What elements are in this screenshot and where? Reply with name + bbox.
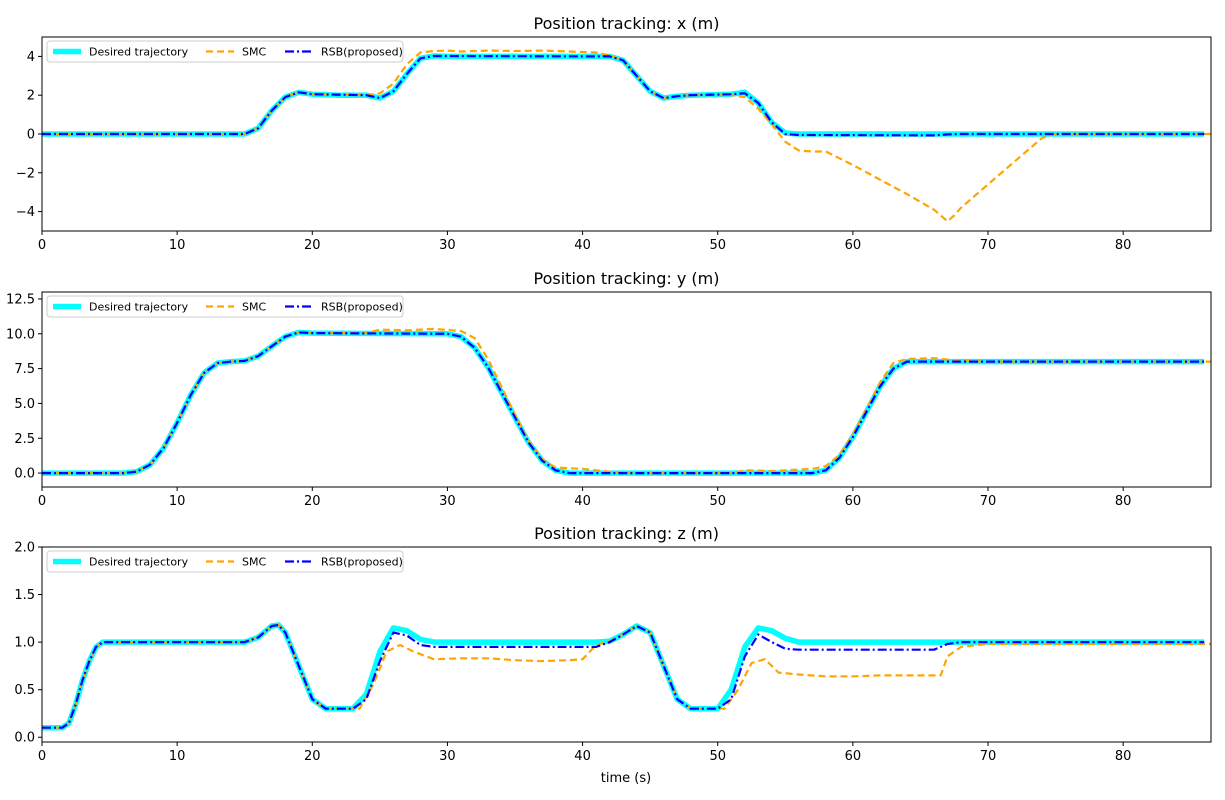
y-tick-label: 0.5 [14, 683, 35, 698]
x-tick-label: 70 [980, 749, 997, 764]
series-line-smc [42, 327, 1211, 475]
x-tick-label: 80 [1115, 494, 1132, 509]
y-tick-label: 2.0 [14, 541, 35, 556]
x-tick-label: 30 [439, 238, 456, 253]
legend: Desired trajectory SMC RSB(proposed) [46, 295, 404, 318]
x-tick-label: 50 [709, 749, 726, 764]
chart-title: Position tracking: z (m) [534, 524, 719, 543]
y-tick-label: 4 [27, 50, 35, 65]
chart-title: Position tracking: y (m) [534, 269, 720, 288]
x-tick-label: 50 [709, 238, 726, 253]
subplot-z: Position tracking: z (m) 0 10 20 30 40 50 60 70 8… [14, 524, 1212, 764]
subplot-x: Position tracking: x (m)0 10 20 30 40 50 60 70 8… [16, 14, 1212, 253]
y-tick-label: 0 [27, 128, 35, 143]
legend-label-rsb-proposed: RSB(proposed) [321, 301, 403, 314]
legend-label-rsb-proposed: RSB(proposed) [321, 556, 403, 569]
x-tick-label: 70 [980, 238, 997, 253]
x-tick-label: 60 [845, 749, 862, 764]
legend-box [46, 295, 404, 318]
x-tick-label: 60 [845, 494, 862, 509]
series-line-rsb-proposed [42, 331, 1205, 475]
legend-box [46, 550, 404, 573]
x-tick-label: 80 [1115, 749, 1132, 764]
legend: Desired trajectory SMC RSB(proposed) [46, 40, 404, 63]
series-line-rsb-proposed [42, 623, 1205, 729]
y-tick-label: 10.0 [6, 327, 35, 342]
x-tick-label: 20 [304, 238, 321, 253]
x-tick-label: 80 [1115, 238, 1132, 253]
x-tick-label: 10 [169, 749, 186, 764]
legend-label-smc: SMC [242, 46, 266, 59]
x-tick-label: 0 [38, 749, 46, 764]
x-tick-label: 40 [574, 494, 591, 509]
y-tick-label: 0.0 [14, 731, 35, 746]
legend-label-rsb-proposed: RSB(proposed) [321, 46, 403, 59]
y-tick-label: 5.0 [14, 397, 35, 412]
chart-title: Position tracking: x (m) [534, 14, 720, 33]
y-tick-label: 2 [27, 89, 35, 104]
y-tick-label: 7.5 [14, 362, 35, 377]
x-tick-label: 40 [574, 749, 591, 764]
x-tick-label: 70 [980, 494, 997, 509]
series-line-desired-trajectory [42, 329, 1205, 476]
x-tick-label: 30 [439, 749, 456, 764]
y-tick-label: 1.0 [14, 636, 35, 651]
x-tick-label: 40 [574, 238, 591, 253]
x-tick-label: 50 [709, 494, 726, 509]
subplot-y: Position tracking: y (m) 0 10 20 30 40 50 60 70 8… [6, 269, 1212, 509]
y-tick-label: 1.5 [14, 588, 35, 603]
axes-frame [41, 546, 1212, 743]
legend-box [46, 40, 404, 63]
legend-label-smc: SMC [242, 301, 266, 314]
legend-label-desired-trajectory: Desired trajectory [89, 556, 189, 569]
legend-label-smc: SMC [242, 556, 266, 569]
x-tick-label: 0 [38, 238, 46, 253]
y-tick-label: 0.0 [14, 467, 35, 482]
x-tick-label: 20 [304, 749, 321, 764]
y-tick-label: 12.5 [6, 292, 35, 307]
series-line-rsb-proposed [42, 54, 1205, 137]
series-line-smc [42, 623, 1211, 729]
y-tick-label: 2.5 [14, 432, 35, 447]
x-axis-label: time (s) [601, 771, 651, 786]
y-tick-label: −2 [16, 166, 35, 181]
legend-label-desired-trajectory: Desired trajectory [89, 301, 189, 314]
axes-frame [41, 291, 1212, 488]
series-line-desired-trajectory [42, 622, 1205, 731]
x-tick-label: 30 [439, 494, 456, 509]
x-tick-label: 10 [169, 238, 186, 253]
legend-label-desired-trajectory: Desired trajectory [89, 46, 189, 59]
x-tick-label: 0 [38, 494, 46, 509]
x-tick-label: 60 [845, 238, 862, 253]
x-tick-label: 10 [169, 494, 186, 509]
legend: Desired trajectory SMC RSB(proposed) [46, 550, 404, 573]
series-line-desired-trajectory [42, 53, 1205, 137]
x-tick-label: 20 [304, 494, 321, 509]
y-tick-label: −4 [16, 205, 35, 220]
